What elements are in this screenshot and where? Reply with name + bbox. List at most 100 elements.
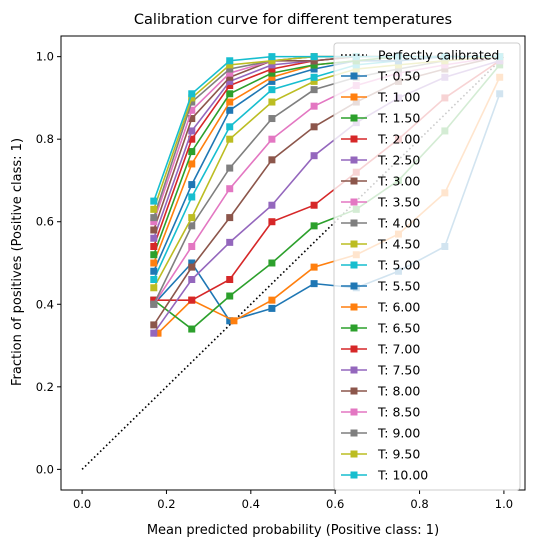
data-point	[188, 115, 196, 123]
data-point	[150, 226, 158, 234]
legend-entry: T: 2.00	[341, 132, 420, 147]
y-tick-label: 0.8	[36, 132, 54, 146]
data-point	[268, 73, 276, 81]
plot-frame	[60, 35, 526, 491]
data-point	[268, 201, 276, 209]
data-point	[188, 296, 196, 304]
data-point	[226, 214, 234, 222]
data-point	[226, 238, 234, 246]
data-point	[188, 325, 196, 333]
legend-label: T: 2.50	[377, 153, 420, 168]
legend-entry: T: 7.50	[341, 363, 420, 378]
y-tick-label: 0.2	[36, 380, 54, 394]
data-point	[150, 321, 158, 329]
data-point	[188, 276, 196, 284]
x-tick-label: 1.0	[495, 497, 513, 511]
legend-entry: Perfectly calibrated	[341, 48, 499, 63]
legend: Perfectly calibrated T: 0.50 T: 1.00 T: 1.5…	[333, 42, 521, 491]
legend-label: T: 7.50	[377, 363, 420, 378]
data-point	[154, 329, 162, 337]
data-point	[310, 65, 318, 73]
data-point	[230, 317, 238, 325]
legend-label: T: 8.00	[377, 384, 420, 399]
data-point	[188, 127, 196, 135]
legend-label: T: 4.50	[377, 237, 420, 252]
data-point	[226, 65, 234, 73]
legend-marker	[350, 240, 358, 248]
legend-label: T: 0.50	[377, 69, 420, 84]
y-axis-label: Fraction of positives (Positive class: 1…	[10, 138, 25, 386]
data-point	[226, 61, 234, 69]
data-point	[150, 197, 158, 205]
data-point	[188, 259, 196, 267]
data-point	[268, 69, 276, 77]
legend-marker	[350, 156, 358, 164]
data-point	[188, 90, 196, 98]
data-point	[268, 65, 276, 73]
data-point	[188, 193, 196, 201]
x-tick-label: 0.6	[326, 497, 344, 511]
legend-entry: T: 7.00	[341, 342, 420, 357]
data-point	[310, 77, 318, 85]
data-point	[268, 115, 276, 123]
data-point	[268, 296, 276, 304]
data-point	[268, 135, 276, 143]
legend-label: T: 10.00	[377, 468, 428, 483]
data-point	[268, 218, 276, 226]
data-point	[150, 218, 158, 226]
legend-label: T: 3.00	[377, 174, 420, 189]
legend-marker	[350, 303, 358, 311]
data-point	[268, 61, 276, 69]
data-point	[188, 135, 196, 143]
data-point	[188, 106, 196, 114]
data-point	[150, 276, 158, 284]
legend-marker	[350, 450, 358, 458]
chart-title: Calibration curve for different temperat…	[134, 12, 452, 28]
legend-marker	[350, 114, 358, 122]
y-tick-label: 0.0	[36, 462, 54, 476]
data-point	[150, 242, 158, 250]
legend-entry: T: 0.50	[341, 69, 420, 84]
data-point	[188, 148, 196, 156]
data-point	[268, 86, 276, 94]
data-point	[310, 102, 318, 110]
legend-entry: T: 8.00	[341, 384, 420, 399]
legend-marker	[350, 282, 358, 290]
legend-entry: T: 9.50	[341, 447, 420, 462]
data-point	[310, 280, 318, 288]
data-point	[226, 292, 234, 300]
data-point	[268, 156, 276, 164]
legend-label: T: 7.00	[377, 342, 420, 357]
data-point	[150, 300, 158, 308]
legend-marker	[350, 345, 358, 353]
data-point	[226, 82, 234, 90]
legend-label: T: 6.00	[377, 300, 420, 315]
legend-label: T: 9.50	[377, 447, 420, 462]
legend-label: T: 5.00	[377, 258, 420, 273]
legend-entry: T: 5.00	[341, 258, 420, 273]
legend-marker	[350, 324, 358, 332]
data-point	[150, 259, 158, 267]
legend-entry: T: 6.00	[341, 300, 420, 315]
legend-label: T: 4.00	[377, 216, 420, 231]
data-point	[150, 234, 158, 242]
legend-entry: T: 3.50	[341, 195, 420, 210]
x-tick-label: 0.0	[73, 497, 91, 511]
data-point	[310, 86, 318, 94]
data-point	[310, 73, 318, 81]
legend-marker	[350, 408, 358, 416]
x-tick-label: 0.8	[410, 497, 428, 511]
legend-entry: T: 1.00	[341, 90, 420, 105]
legend-entry: T: 4.50	[341, 237, 420, 252]
data-point	[310, 61, 318, 69]
legend-marker	[350, 261, 358, 269]
x-tick-label: 0.4	[242, 497, 260, 511]
data-point	[150, 284, 158, 292]
data-point	[226, 77, 234, 85]
data-point	[226, 123, 234, 131]
data-point	[226, 69, 234, 77]
data-point	[226, 317, 234, 325]
data-point	[188, 160, 196, 168]
data-point	[268, 304, 276, 312]
